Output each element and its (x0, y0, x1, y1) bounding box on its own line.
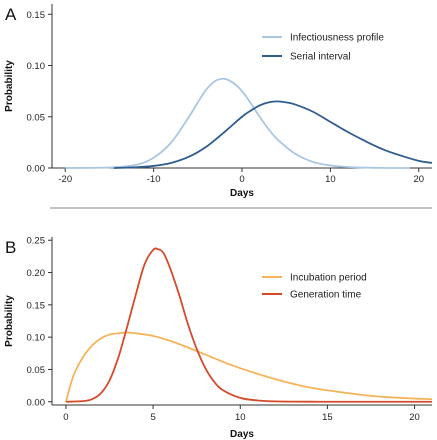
y-axis-title: Probability (4, 60, 15, 112)
x-axis-title: Days (230, 429, 254, 440)
x-tick-label: 5 (150, 412, 155, 423)
y-tick-label: 0.25 (27, 236, 46, 247)
y-tick-label: 0.10 (27, 333, 46, 344)
x-tick-label: 15 (322, 412, 333, 423)
y-tick-label: 0.20 (27, 268, 46, 279)
series-line-generation-time (65, 247, 432, 403)
y-tick-label: 0.05 (27, 112, 46, 123)
y-tick-label: 0.00 (27, 164, 46, 175)
y-tick-label: 0.10 (27, 61, 46, 72)
series-line-infectiousness-profile (65, 77, 410, 169)
x-tick-label: 0 (63, 412, 68, 423)
x-tick-label: 0 (239, 174, 244, 185)
x-tick-label: 10 (235, 412, 246, 423)
legend-label: Generation time (290, 290, 362, 301)
x-tick-label: 20 (409, 412, 420, 423)
y-tick-label: 0.05 (27, 365, 46, 376)
x-tick-label: 20 (413, 174, 424, 185)
y-tick-label: 0.00 (27, 397, 46, 408)
panel-label: B (5, 238, 16, 257)
panel-label: A (5, 5, 17, 24)
x-tick-label: -10 (147, 174, 161, 185)
series-line-serial-interval (113, 100, 432, 169)
x-tick-label: -20 (58, 174, 72, 185)
legend-label: Incubation period (290, 273, 367, 284)
x-tick-label: 10 (325, 174, 336, 185)
x-axis-title: Days (230, 188, 254, 199)
legend-label: Serial interval (290, 52, 351, 63)
y-tick-label: 0.15 (27, 10, 46, 21)
y-axis-title: Probability (4, 295, 15, 347)
legend-label: Infectiousness profile (290, 33, 384, 44)
series-line-incubation-period (65, 331, 432, 403)
chart-panel-a: A 0.00 0.05 0.10 0.15 -20 -10 0 10 20 Days Probabil… (4, 4, 432, 199)
y-tick-label: 0.15 (27, 300, 46, 311)
chart-panel-b: B 0.00 0.05 0.10 0.15 0.20 0.25 0 5 10 15 20 Days Pro… (4, 236, 432, 440)
